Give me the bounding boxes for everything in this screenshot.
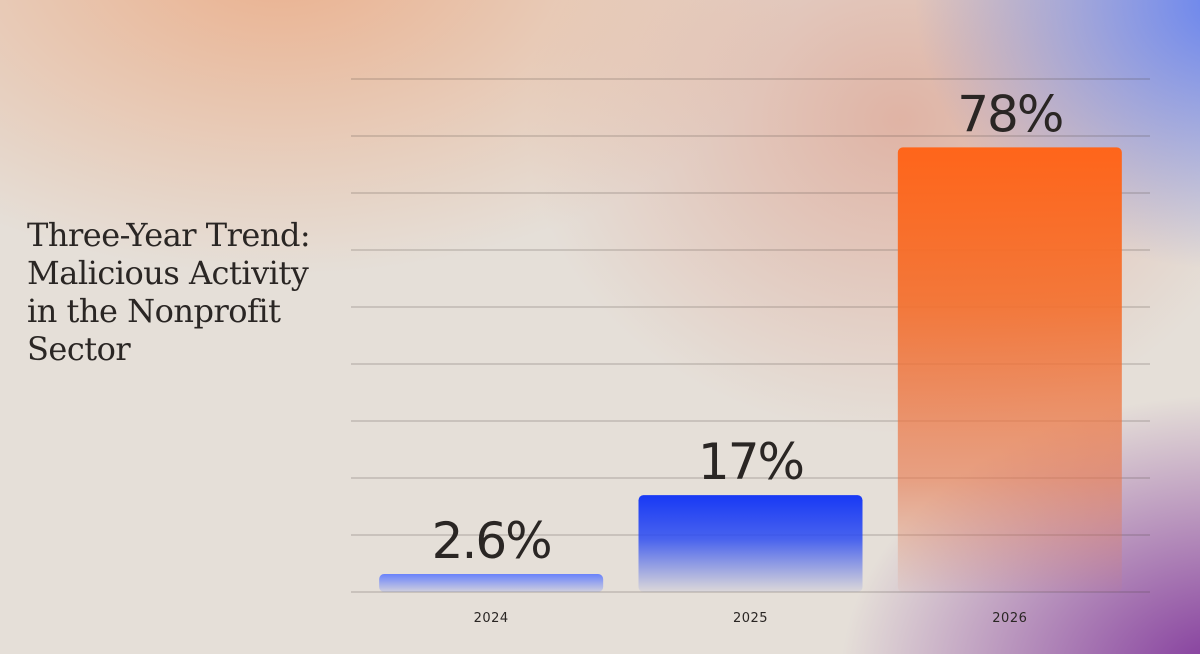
value-label-2024: 2.6% [432, 512, 551, 570]
chart-title: Three-Year Trend: Malicious Activity in … [27, 216, 337, 368]
x-tick-label-2025: 2025 [733, 611, 768, 626]
bar-2025 [638, 495, 863, 592]
x-tick-label-2026: 2026 [992, 611, 1027, 626]
bars [379, 147, 1122, 592]
value-label-2026: 78% [957, 85, 1062, 143]
bar-2024 [379, 574, 604, 592]
value-label-2025: 17% [698, 433, 803, 491]
chart-title-lead: Three-Year Trend: [27, 216, 311, 254]
bar-2026 [897, 147, 1122, 592]
x-tick-label-2024: 2024 [474, 611, 509, 626]
chart-title-rest: Malicious Activity in the Nonprofit Sect… [27, 254, 309, 368]
labels: 2.6% 2024 17% 2025 78% 2026 [432, 85, 1065, 626]
